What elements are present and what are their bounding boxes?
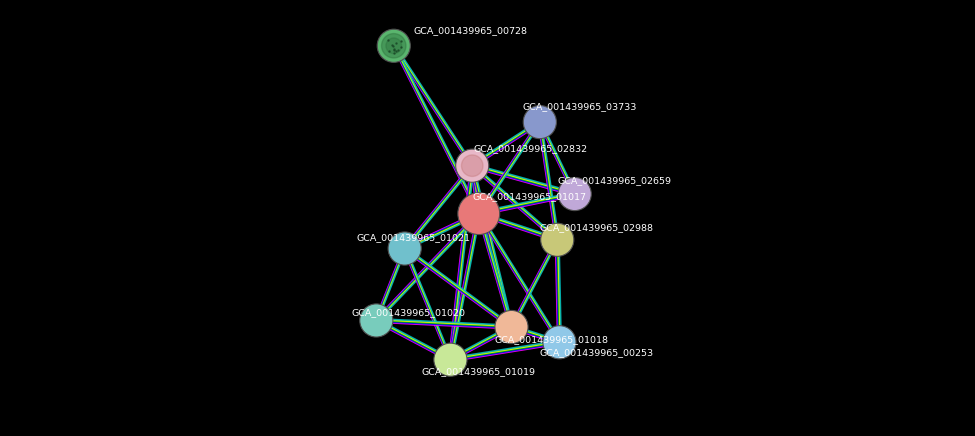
Circle shape [495,310,528,344]
Circle shape [377,29,410,62]
Circle shape [558,177,591,211]
Text: GCA_001439965_00728: GCA_001439965_00728 [413,26,527,35]
Text: GCA_001439965_03733: GCA_001439965_03733 [523,102,637,111]
Text: GCA_001439965_01021: GCA_001439965_01021 [357,233,471,242]
Circle shape [434,343,467,376]
Circle shape [388,232,421,265]
Circle shape [455,149,488,182]
Circle shape [543,326,576,359]
Circle shape [381,34,406,58]
Text: GCA_001439965_02988: GCA_001439965_02988 [540,223,654,232]
Circle shape [461,155,483,177]
Text: GCA_001439965_00253: GCA_001439965_00253 [540,348,654,357]
Circle shape [386,38,402,54]
Circle shape [524,106,557,139]
Circle shape [458,193,500,235]
Text: GCA_001439965_02832: GCA_001439965_02832 [474,144,588,153]
Text: GCA_001439965_02659: GCA_001439965_02659 [558,177,671,185]
Text: GCA_001439965_01019: GCA_001439965_01019 [421,368,535,376]
Text: GCA_001439965_01020: GCA_001439965_01020 [351,308,465,317]
Text: GCA_001439965_01018: GCA_001439965_01018 [494,336,608,344]
Circle shape [541,223,574,256]
Text: GCA_001439965_01017: GCA_001439965_01017 [472,193,586,201]
Circle shape [360,304,393,337]
